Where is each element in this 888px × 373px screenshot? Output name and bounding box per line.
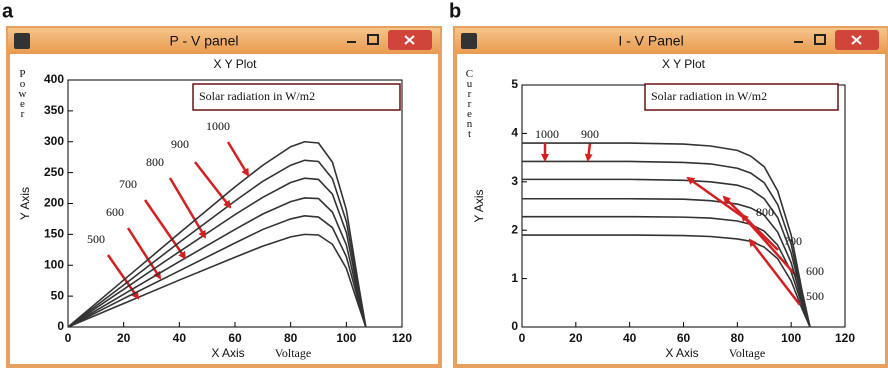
x-axis-label: X Axis: [665, 346, 698, 360]
x-label: Voltage: [729, 346, 765, 360]
y-tick-label: 350: [44, 103, 64, 117]
panel-label: a: [2, 0, 14, 22]
y-tick-label: 100: [44, 257, 64, 271]
x-tick-label: 40: [623, 331, 637, 345]
y-label: Power: [16, 68, 28, 118]
y-tick-label: 5: [511, 77, 518, 91]
window-title: I - V Panel: [618, 33, 683, 49]
x-tick-label: 20: [117, 331, 131, 345]
y-tick-label: 1: [511, 271, 518, 285]
legend-title: Solar radiation in W/m2: [199, 89, 315, 103]
window-icon: [461, 33, 477, 49]
series-label: 800: [146, 155, 164, 169]
series-label: 600: [106, 205, 124, 219]
x-tick-label: 120: [392, 331, 412, 345]
plot-title: X Y Plot: [214, 57, 258, 71]
y-tick-label: 200: [44, 196, 64, 210]
x-tick-label: 80: [731, 331, 745, 345]
y-label: Current: [463, 68, 475, 138]
minimize-button[interactable]: [340, 32, 364, 48]
series-label: 500: [87, 232, 105, 246]
x-tick-label: 100: [781, 331, 801, 345]
panel-label: b: [449, 0, 461, 22]
y-tick-label: 400: [44, 72, 64, 86]
y-axis-label: Y Axis: [472, 189, 486, 222]
y-tick-label: 2: [511, 222, 518, 236]
window-icon: [14, 33, 30, 49]
x-tick-label: 120: [835, 331, 855, 345]
y-tick-label: 150: [44, 227, 64, 241]
y-tick-label: 0: [57, 319, 64, 333]
series-label: 600: [806, 264, 824, 278]
legend-title: Solar radiation in W/m2: [651, 89, 767, 103]
minimize-button[interactable]: [787, 32, 811, 48]
y-tick-label: 0: [511, 319, 518, 333]
y-tick-label: 4: [511, 126, 518, 140]
x-tick-label: 40: [173, 331, 187, 345]
series-label: 1000: [206, 119, 230, 133]
window-title: P - V panel: [169, 33, 238, 49]
x-tick-label: 80: [284, 331, 298, 345]
x-tick-label: 100: [336, 331, 356, 345]
series-label: 900: [171, 137, 189, 151]
series-label: 1000: [535, 127, 559, 141]
x-label: Voltage: [275, 346, 311, 360]
figure: a P - V panel X Y Plot Power Y Axis X Axis Vol…: [0, 0, 888, 373]
series-label: 800: [756, 205, 774, 219]
y-tick-label: 3: [511, 174, 518, 188]
x-tick-label: 60: [677, 331, 691, 345]
x-axis-label: X Axis: [211, 346, 244, 360]
x-tick-label: 60: [228, 331, 242, 345]
series-label: 500: [806, 289, 824, 303]
y-axis-label: Y Axis: [18, 187, 32, 220]
plot-title: X Y Plot: [662, 57, 706, 71]
y-tick-label: 300: [44, 134, 64, 148]
x-tick-label: 20: [569, 331, 583, 345]
y-tick-label: 250: [44, 165, 64, 179]
x-tick-label: 0: [519, 331, 526, 345]
series-label: 700: [119, 177, 137, 191]
x-tick-label: 0: [65, 331, 72, 345]
y-tick-label: 50: [51, 288, 65, 302]
series-label: 900: [581, 127, 599, 141]
